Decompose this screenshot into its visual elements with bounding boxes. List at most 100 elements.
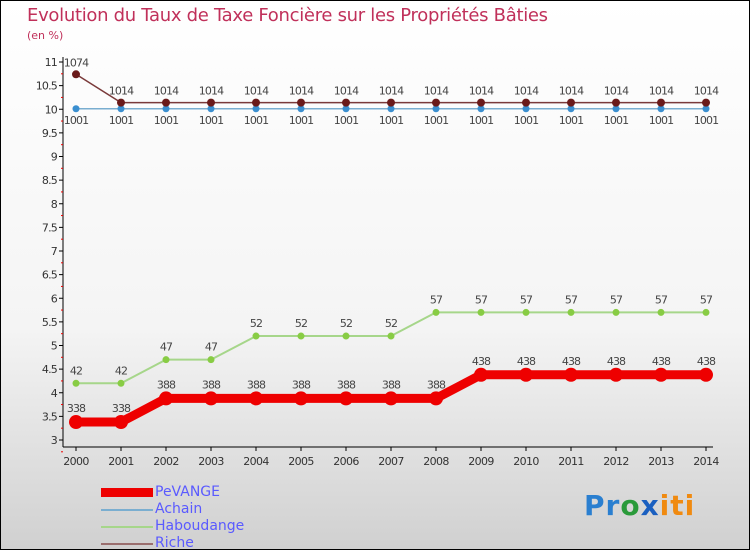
data-label: 1014	[514, 85, 539, 98]
data-point	[72, 379, 80, 387]
x-tick-label: 2003	[198, 455, 224, 468]
data-label: 1001	[64, 114, 88, 127]
data-point	[297, 105, 305, 113]
data-point	[387, 332, 395, 340]
data-label: 57	[430, 293, 443, 306]
data-point	[297, 98, 305, 107]
legend-label: Achain	[155, 501, 203, 517]
x-tick-label: 2009	[468, 455, 494, 468]
y-tick-label: 9.5	[42, 127, 58, 140]
data-point	[207, 356, 215, 364]
data-point	[702, 105, 710, 113]
y-tick-label: 10	[45, 103, 58, 116]
data-label: 388	[382, 378, 401, 391]
data-label: 1001	[469, 114, 493, 127]
data-point	[249, 391, 263, 406]
data-label: 52	[385, 317, 397, 330]
data-point	[162, 98, 170, 107]
data-label: 1014	[154, 85, 179, 98]
data-point	[657, 98, 665, 107]
y-tick-label: 6.5	[42, 269, 58, 282]
legend-label: Haboudange	[155, 518, 245, 534]
data-point	[72, 105, 80, 113]
data-point	[69, 415, 83, 430]
data-label: 57	[700, 293, 713, 306]
x-tick-label: 2006	[333, 455, 359, 468]
data-label: 57	[655, 293, 668, 306]
legend-label: Riche	[155, 535, 194, 551]
y-tick-label: 11	[45, 56, 57, 69]
data-point	[297, 332, 305, 340]
y-tick-label: 5.5	[42, 316, 58, 329]
x-tick-label: 2013	[648, 455, 674, 468]
data-label: 1001	[514, 114, 538, 127]
data-label: 1014	[469, 85, 494, 98]
data-label: 52	[250, 317, 262, 330]
data-label: 388	[427, 378, 446, 391]
data-point	[702, 308, 710, 316]
y-axis-unit: (en %)	[27, 29, 64, 42]
y-tick-label: 3	[51, 434, 58, 447]
legend-swatch	[101, 542, 153, 545]
data-point	[252, 332, 260, 340]
data-point	[519, 367, 533, 382]
chart-title: Evolution du Taux de Taxe Foncière sur l…	[27, 5, 548, 26]
y-tick-label: 3.5	[42, 410, 58, 423]
data-label: 1001	[379, 114, 403, 127]
data-label: 1001	[559, 114, 583, 127]
y-tick-label: 4.5	[42, 363, 58, 376]
data-label: 1014	[334, 85, 359, 98]
data-label: 1014	[604, 85, 629, 98]
data-point	[387, 98, 395, 107]
data-point	[609, 367, 623, 382]
data-label: 1014	[694, 85, 719, 98]
y-tick-label: 6	[51, 292, 58, 305]
data-point	[387, 105, 395, 113]
data-point	[567, 98, 575, 107]
data-label: 1014	[289, 85, 314, 98]
data-label: 338	[112, 402, 131, 415]
data-label: 1001	[334, 114, 358, 127]
data-label: 42	[115, 364, 127, 377]
data-label: 438	[562, 355, 581, 368]
x-tick-label: 2010	[513, 455, 539, 468]
proxiti-logo: Proxiti	[584, 489, 696, 522]
legend-item: PeVANGE	[101, 484, 244, 501]
data-label: 57	[610, 293, 623, 306]
data-point	[207, 105, 215, 113]
data-label: 438	[697, 355, 716, 368]
x-tick-label: 2001	[108, 455, 134, 468]
data-point	[702, 98, 710, 107]
data-label: 438	[472, 355, 491, 368]
y-tick-label: 7.5	[42, 221, 58, 234]
data-point	[474, 367, 488, 382]
data-point	[657, 105, 665, 113]
y-tick-label: 8	[51, 198, 58, 211]
data-point	[429, 391, 443, 406]
x-tick-label: 2008	[423, 455, 449, 468]
y-tick-label: 9	[51, 151, 58, 164]
data-point	[567, 308, 575, 316]
data-label: 1001	[649, 114, 673, 127]
x-tick-label: 2011	[558, 455, 584, 468]
legend-item: Riche	[101, 535, 244, 552]
data-label: 47	[205, 341, 218, 354]
x-tick-label: 2012	[603, 455, 629, 468]
data-label: 438	[607, 355, 626, 368]
data-point	[339, 391, 353, 406]
data-label: 1001	[289, 114, 313, 127]
data-label: 42	[70, 364, 82, 377]
data-point	[612, 308, 620, 316]
data-point	[477, 308, 485, 316]
data-point	[477, 105, 485, 113]
data-point	[72, 70, 80, 79]
data-point	[564, 367, 578, 382]
data-point	[612, 98, 620, 107]
data-label: 388	[247, 378, 266, 391]
data-point	[699, 367, 713, 382]
data-label: 388	[292, 378, 311, 391]
data-point	[567, 105, 575, 113]
data-point	[207, 98, 215, 107]
data-label: 52	[340, 317, 352, 330]
